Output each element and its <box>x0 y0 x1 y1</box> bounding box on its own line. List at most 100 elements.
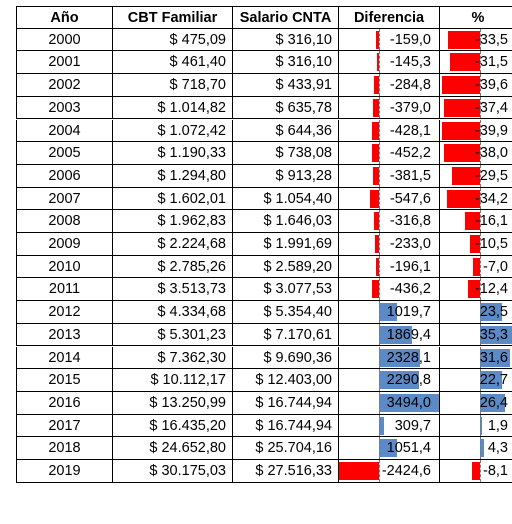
diff-axis-line <box>379 28 380 51</box>
diff-data-bar <box>373 212 379 231</box>
pct-axis-line <box>480 28 481 51</box>
diff-cell: -316,8 <box>338 210 439 233</box>
diff-cell: 1051,4 <box>338 437 439 460</box>
diff-value: 1019,7 <box>386 304 431 321</box>
salary-cell: $ 316,10 <box>232 28 338 52</box>
diff-value: -233,0 <box>389 236 431 252</box>
pct-axis-line <box>480 210 481 232</box>
pct-data-bar <box>443 144 480 163</box>
diff-cell: 3494,0 <box>338 391 439 415</box>
header-row: Año CBT Familiar Salario CNTA Diferencia… <box>16 6 512 29</box>
cbt-cell: $ 16.435,20 <box>112 414 232 438</box>
diff-data-bar <box>379 393 439 412</box>
diff-axis-line <box>379 210 380 232</box>
diff-value: 3494,0 <box>386 394 431 411</box>
pct-value: -8,1 <box>483 463 508 479</box>
diff-cell: -2424,6 <box>338 460 439 483</box>
year-cell: 2009 <box>16 233 112 256</box>
diff-data-bar <box>376 53 379 72</box>
pct-value: -39,9 <box>474 122 508 139</box>
pct-axis-line <box>480 164 481 187</box>
year-cell: 2007 <box>16 187 112 211</box>
pct-data-bar <box>472 462 480 480</box>
salary-cell: $ 16.744,94 <box>232 414 338 438</box>
diff-cell: 1869,4 <box>338 323 439 347</box>
cbt-cell: $ 7.362,30 <box>112 346 232 370</box>
year-cell: 2010 <box>16 255 112 279</box>
diff-data-bar <box>379 371 419 390</box>
pct-data-bar <box>442 121 480 140</box>
diff-axis-line <box>379 346 380 369</box>
header-salary: Salario CNTA <box>232 6 338 29</box>
diff-value: -547,6 <box>389 190 431 207</box>
pct-axis-line <box>480 369 481 391</box>
table-row: 2009 $ 2.224,68 $ 1.991,69 -233,0 -10,5 <box>16 233 512 256</box>
pct-axis-line <box>480 119 481 142</box>
pct-data-bar <box>480 325 512 344</box>
diff-value: -452,2 <box>389 145 431 162</box>
header-diff: Diferencia <box>338 6 439 29</box>
salary-cell: $ 1.054,40 <box>232 187 338 211</box>
cbt-cell: $ 13.250,99 <box>112 391 232 415</box>
salary-cell: $ 644,36 <box>232 119 338 143</box>
pct-cell: -29,5 <box>439 164 512 188</box>
pct-value: -29,5 <box>474 167 508 184</box>
table-row: 2004 $ 1.072,42 $ 644,36 -428,1 -39,9 <box>16 119 512 143</box>
table-row: 2006 $ 1.294,80 $ 913,28 -381,5 -29,5 <box>16 164 512 188</box>
header-year: Año <box>16 6 112 29</box>
table-row: 2002 $ 718,70 $ 433,91 -284,8 -39,6 <box>16 74 512 97</box>
table-row: 2001 $ 461,40 $ 316,10 -145,3 -31,5 <box>16 51 512 75</box>
cbt-cell: $ 2.224,68 <box>112 233 232 256</box>
diff-value: 2328,1 <box>386 349 431 366</box>
cbt-cell: $ 30.175,03 <box>112 460 232 483</box>
cbt-cell: $ 10.112,17 <box>112 369 232 392</box>
diff-cell: 309,7 <box>338 414 439 438</box>
diff-cell: 1019,7 <box>338 301 439 324</box>
year-cell: 2001 <box>16 51 112 75</box>
diff-axis-line <box>379 164 380 187</box>
diff-cell: -284,8 <box>338 74 439 97</box>
diff-data-bar <box>375 257 379 276</box>
year-cell: 2011 <box>16 278 112 302</box>
diff-cell: -436,2 <box>338 278 439 302</box>
diff-axis-line <box>379 96 380 119</box>
pct-axis-line <box>480 142 481 164</box>
pct-axis-line <box>480 278 481 301</box>
year-cell: 2005 <box>16 142 112 165</box>
pct-data-bar <box>444 98 480 117</box>
diff-value: -145,3 <box>389 54 431 71</box>
pct-axis-line <box>480 323 481 346</box>
diff-axis-line <box>379 142 380 164</box>
cbt-cell: $ 4.334,68 <box>112 301 232 324</box>
diff-value: 2290,8 <box>386 372 431 389</box>
diff-data-bar <box>379 303 397 322</box>
pct-value: -38,0 <box>474 145 508 162</box>
pct-data-bar <box>473 257 480 276</box>
pct-axis-line <box>480 437 481 459</box>
year-cell: 2003 <box>16 96 112 120</box>
pct-data-bar <box>464 212 480 231</box>
pct-value: -34,2 <box>474 190 508 207</box>
diff-axis-line <box>379 323 380 346</box>
table-row: 2015 $ 10.112,17 $ 12.403,00 2290,8 22,7 <box>16 369 512 392</box>
year-cell: 2015 <box>16 369 112 392</box>
table-row: 2016 $ 13.250,99 $ 16.744,94 3494,0 26,4 <box>16 391 512 415</box>
cbt-cell: $ 718,70 <box>112 74 232 97</box>
pct-data-bar <box>480 348 511 367</box>
pct-cell: -10,5 <box>439 233 512 256</box>
year-cell: 2019 <box>16 460 112 483</box>
diff-cell: 2328,1 <box>338 346 439 370</box>
salary-cell: $ 2.589,20 <box>232 255 338 279</box>
diff-axis-line <box>379 460 380 482</box>
salary-cell: $ 1.646,03 <box>232 210 338 233</box>
diff-axis-line <box>379 233 380 255</box>
diff-cell: -381,5 <box>338 164 439 188</box>
diff-data-bar <box>379 439 398 458</box>
diff-axis-line <box>379 414 380 437</box>
diff-cell: -159,0 <box>338 28 439 52</box>
salary-cell: $ 7.170,61 <box>232 323 338 347</box>
pct-cell: 35,3 <box>439 323 512 347</box>
diff-cell: -547,6 <box>338 187 439 211</box>
year-cell: 2002 <box>16 74 112 97</box>
header-pct: % <box>439 6 512 29</box>
